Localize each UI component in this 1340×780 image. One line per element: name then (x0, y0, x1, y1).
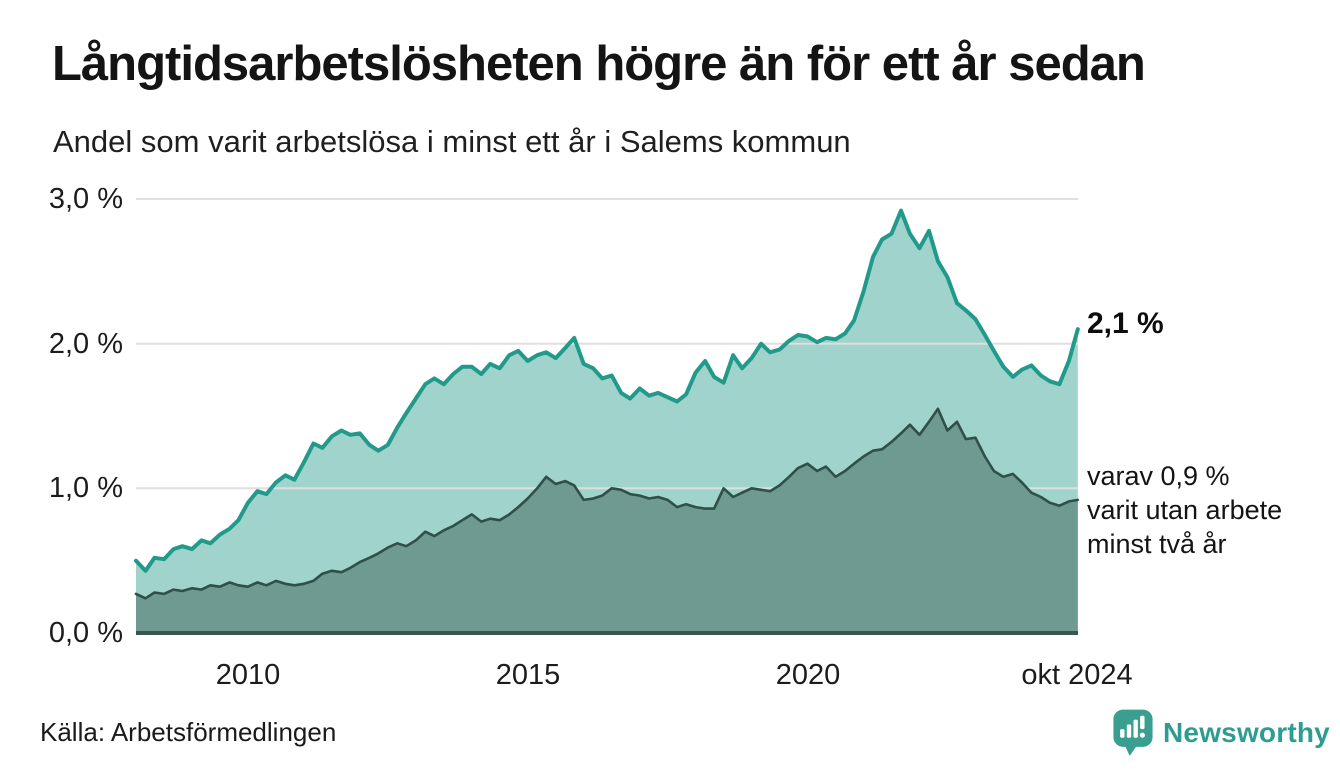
series-line-min-one-year (134, 208, 1080, 573)
source-note: Källa: Arbetsförmedlingen (40, 717, 337, 747)
chart-title: Långtidsarbetslösheten högre än för ett … (52, 37, 1146, 91)
y-axis-tick-2: 2,0 % (48, 328, 123, 360)
y-axis-tick-1: 1,0 % (48, 472, 123, 504)
x-axis-tick-2020: 2020 (775, 659, 841, 691)
x-axis-tick-2010: 2010 (215, 659, 281, 691)
annotation-line-3: minst två år (1087, 529, 1227, 559)
series-area-min-two-years (136, 408, 1078, 633)
newsworthy-brand-text: Newsworthy (1163, 716, 1330, 748)
annotation-line-1: varav 0,9 % (1087, 461, 1230, 491)
series-line-min-two-years (134, 407, 1080, 600)
annotation-line-2: varit utan arbete (1087, 495, 1283, 525)
x-axis-tick-2015: 2015 (495, 659, 561, 691)
y-axis-tick-0: 0,0 % (48, 617, 123, 649)
y-axis-tick-3: 3,0 % (48, 183, 123, 215)
newsworthy-logo[interactable]: Newsworthy (1112, 708, 1330, 757)
secondary-series-annotation: varav 0,9 % varit utan arbete minst två … (1087, 459, 1282, 561)
latest-value-annotation: 2,1 % (1087, 307, 1164, 340)
x-axis-tick-okt-2024: okt 2024 (1021, 659, 1133, 691)
chart-subtitle: Andel som varit arbetslösa i minst ett å… (53, 124, 851, 159)
newsworthy-chart-bubble-icon (1113, 709, 1153, 756)
